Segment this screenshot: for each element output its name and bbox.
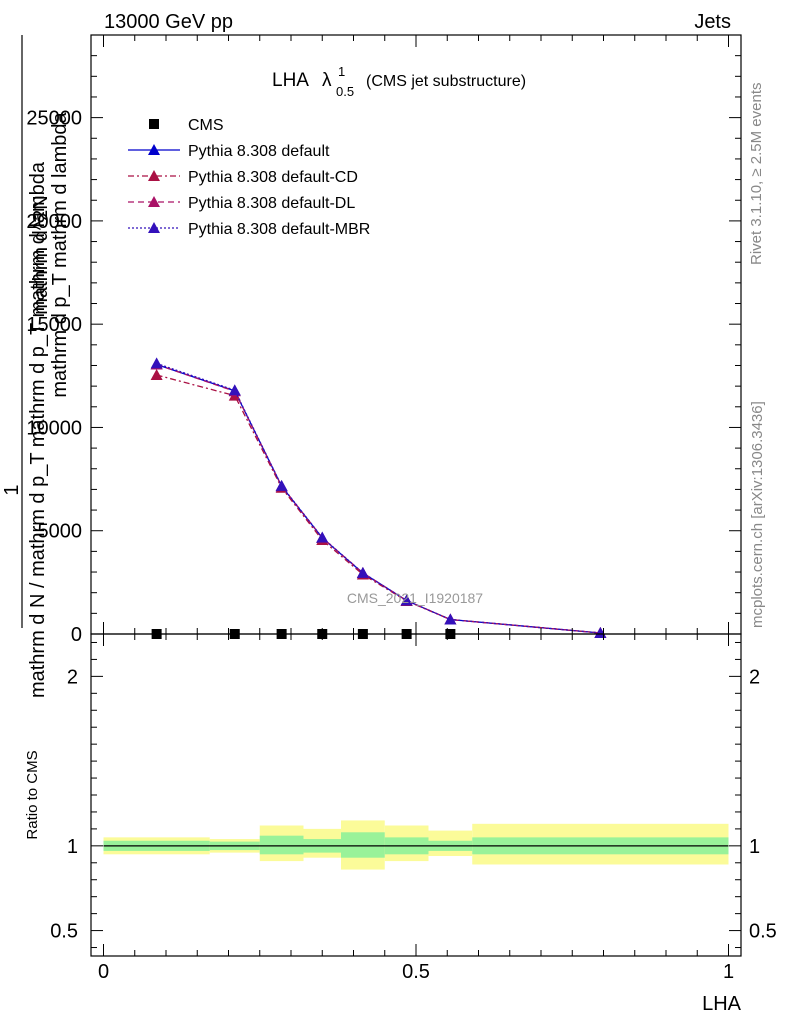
legend-label-1: Pythia 8.308 default-CD bbox=[188, 169, 358, 186]
ratio-y-tick-label-right: 0.5 bbox=[749, 921, 777, 943]
legend: CMS Pythia 8.308 default Pythia 8.308 defa… bbox=[128, 117, 370, 238]
legend-label-0: Pythia 8.308 default bbox=[188, 143, 330, 160]
energy-label: 13000 GeV pp bbox=[104, 11, 233, 33]
title-lambda: λ bbox=[322, 70, 332, 91]
legend-label-2: Pythia 8.308 default-DL bbox=[188, 195, 355, 212]
main-title: LHA λ 1 0.5 (CMS jet substructure) bbox=[272, 64, 526, 99]
title-lha: LHA bbox=[272, 70, 309, 91]
series-point-3 bbox=[316, 531, 329, 543]
x-tick-label: 0.5 bbox=[402, 961, 430, 983]
ratio-frame bbox=[90, 633, 742, 957]
ylabel-num-bottom: mathrm d p_T mathrm d lambda bbox=[49, 111, 71, 397]
series-point-3 bbox=[444, 613, 457, 625]
legend-marker-3 bbox=[148, 222, 160, 233]
series-point-3 bbox=[150, 357, 163, 369]
legend-marker-2 bbox=[148, 196, 160, 207]
y-tick-label: 15000 bbox=[26, 314, 82, 336]
x-tick-label: 0 bbox=[98, 961, 109, 983]
main-panel: 0 5000 10000 15000 20000 25000 bbox=[26, 34, 742, 646]
ratio-panel: 0 0.5 1 0.5 0.5 1 1 2 2 bbox=[50, 633, 777, 983]
legend-marker-0 bbox=[148, 144, 160, 155]
legend-marker-cms bbox=[149, 119, 159, 129]
series-point-3 bbox=[356, 566, 369, 578]
legend-label-3: Pythia 8.308 default-MBR bbox=[188, 221, 370, 238]
series-point-1 bbox=[150, 368, 163, 380]
ylabel-denominator: mathrm d N / mathrm d p_T mathrm d p_T m… bbox=[27, 161, 49, 698]
y-tick-label: 20000 bbox=[26, 211, 82, 233]
rivet-label: Rivet 3.1.10, ≥ 2.5M events bbox=[748, 83, 765, 266]
series-line-3 bbox=[156, 362, 601, 634]
y-axis-label: mathrm d^2N mathrm d p_T mathrm d lambda… bbox=[1, 35, 71, 698]
ratio-y-tick-label-right: 1 bbox=[749, 836, 760, 858]
process-label: Jets bbox=[694, 11, 731, 33]
title-suffix: (CMS jet substructure) bbox=[366, 73, 526, 90]
y-tick-label: 10000 bbox=[26, 417, 82, 439]
ratio-inner-band bbox=[259, 835, 304, 855]
ylabel-one: 1 bbox=[1, 484, 23, 495]
ratio-y-tick-label: 2 bbox=[67, 666, 78, 688]
y-tick-label: 25000 bbox=[26, 108, 82, 130]
analysis-watermark: CMS_2021_I1920187 bbox=[347, 590, 483, 606]
ratio-y-tick-label-right: 2 bbox=[749, 666, 760, 688]
ratio-y-label: Ratio to CMS bbox=[24, 750, 41, 839]
title-lambda-sup: 1 bbox=[338, 64, 345, 79]
y-tick-label: 0 bbox=[71, 624, 82, 646]
legend-label-cms: CMS bbox=[188, 117, 224, 134]
legend-marker-1 bbox=[148, 170, 160, 181]
mcplots-label: mcplots.cern.ch [arXiv:1306.3436] bbox=[749, 401, 766, 628]
series-point-3 bbox=[400, 594, 413, 606]
series-point-3 bbox=[275, 479, 288, 491]
series-point-3 bbox=[228, 384, 241, 396]
title-lambda-sub: 0.5 bbox=[336, 84, 354, 99]
ratio-inner-band bbox=[341, 832, 385, 858]
x-axis-label: LHA bbox=[702, 993, 742, 1015]
y-tick-label: 5000 bbox=[38, 521, 83, 543]
x-tick-label: 1 bbox=[723, 961, 734, 983]
ratio-y-tick-label: 1 bbox=[67, 836, 78, 858]
ratio-y-tick-label: 0.5 bbox=[50, 921, 78, 943]
ylabel-num-top: mathrm d^2N bbox=[30, 195, 52, 314]
